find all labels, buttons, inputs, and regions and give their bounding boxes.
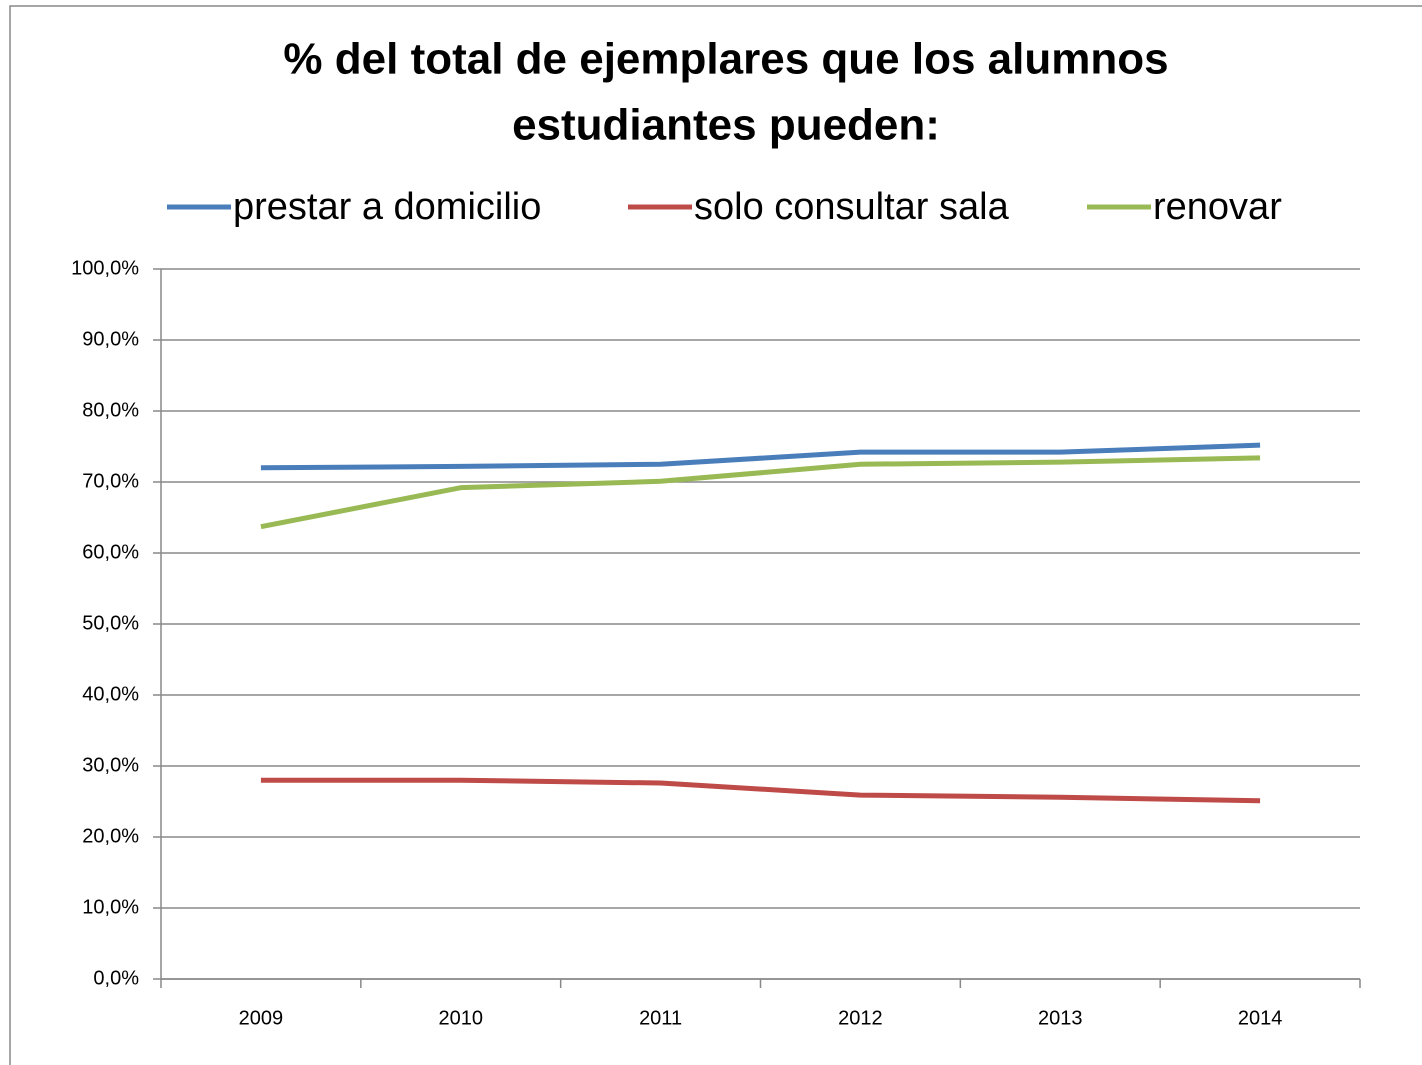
y-tick-label: 100,0% [71,257,139,279]
y-tick-label: 80,0% [82,399,139,421]
legend-label: solo consultar sala [694,186,1010,228]
y-tick-label: 50,0% [82,612,139,634]
y-tick-label: 30,0% [82,754,139,776]
y-tick-label: 10,0% [82,896,139,918]
legend-label: prestar a domicilio [233,186,541,228]
chart-title: % del total de ejemplares que los alumno… [283,35,1168,84]
y-tick-label: 40,0% [82,683,139,705]
y-tick-label: 20,0% [82,825,139,847]
chart-frame [9,5,1422,1065]
series-line [260,455,1261,530]
y-tick-label: 0,0% [93,967,139,989]
y-tick-label: 90,0% [82,328,139,350]
y-tick-label: 70,0% [82,470,139,492]
x-tick-label: 2013 [1038,1007,1083,1029]
x-tick-label: 2014 [1238,1007,1283,1029]
series-line [260,777,1261,804]
x-tick-label: 2010 [439,1007,484,1029]
legend-label: renovar [1153,186,1282,228]
chart-title: estudiantes pueden: [512,101,940,150]
x-tick-label: 2009 [239,1007,284,1029]
x-tick-label: 2012 [838,1007,883,1029]
series-line [260,442,1261,471]
x-tick-label: 2011 [639,1007,682,1029]
y-tick-label: 60,0% [82,541,139,563]
